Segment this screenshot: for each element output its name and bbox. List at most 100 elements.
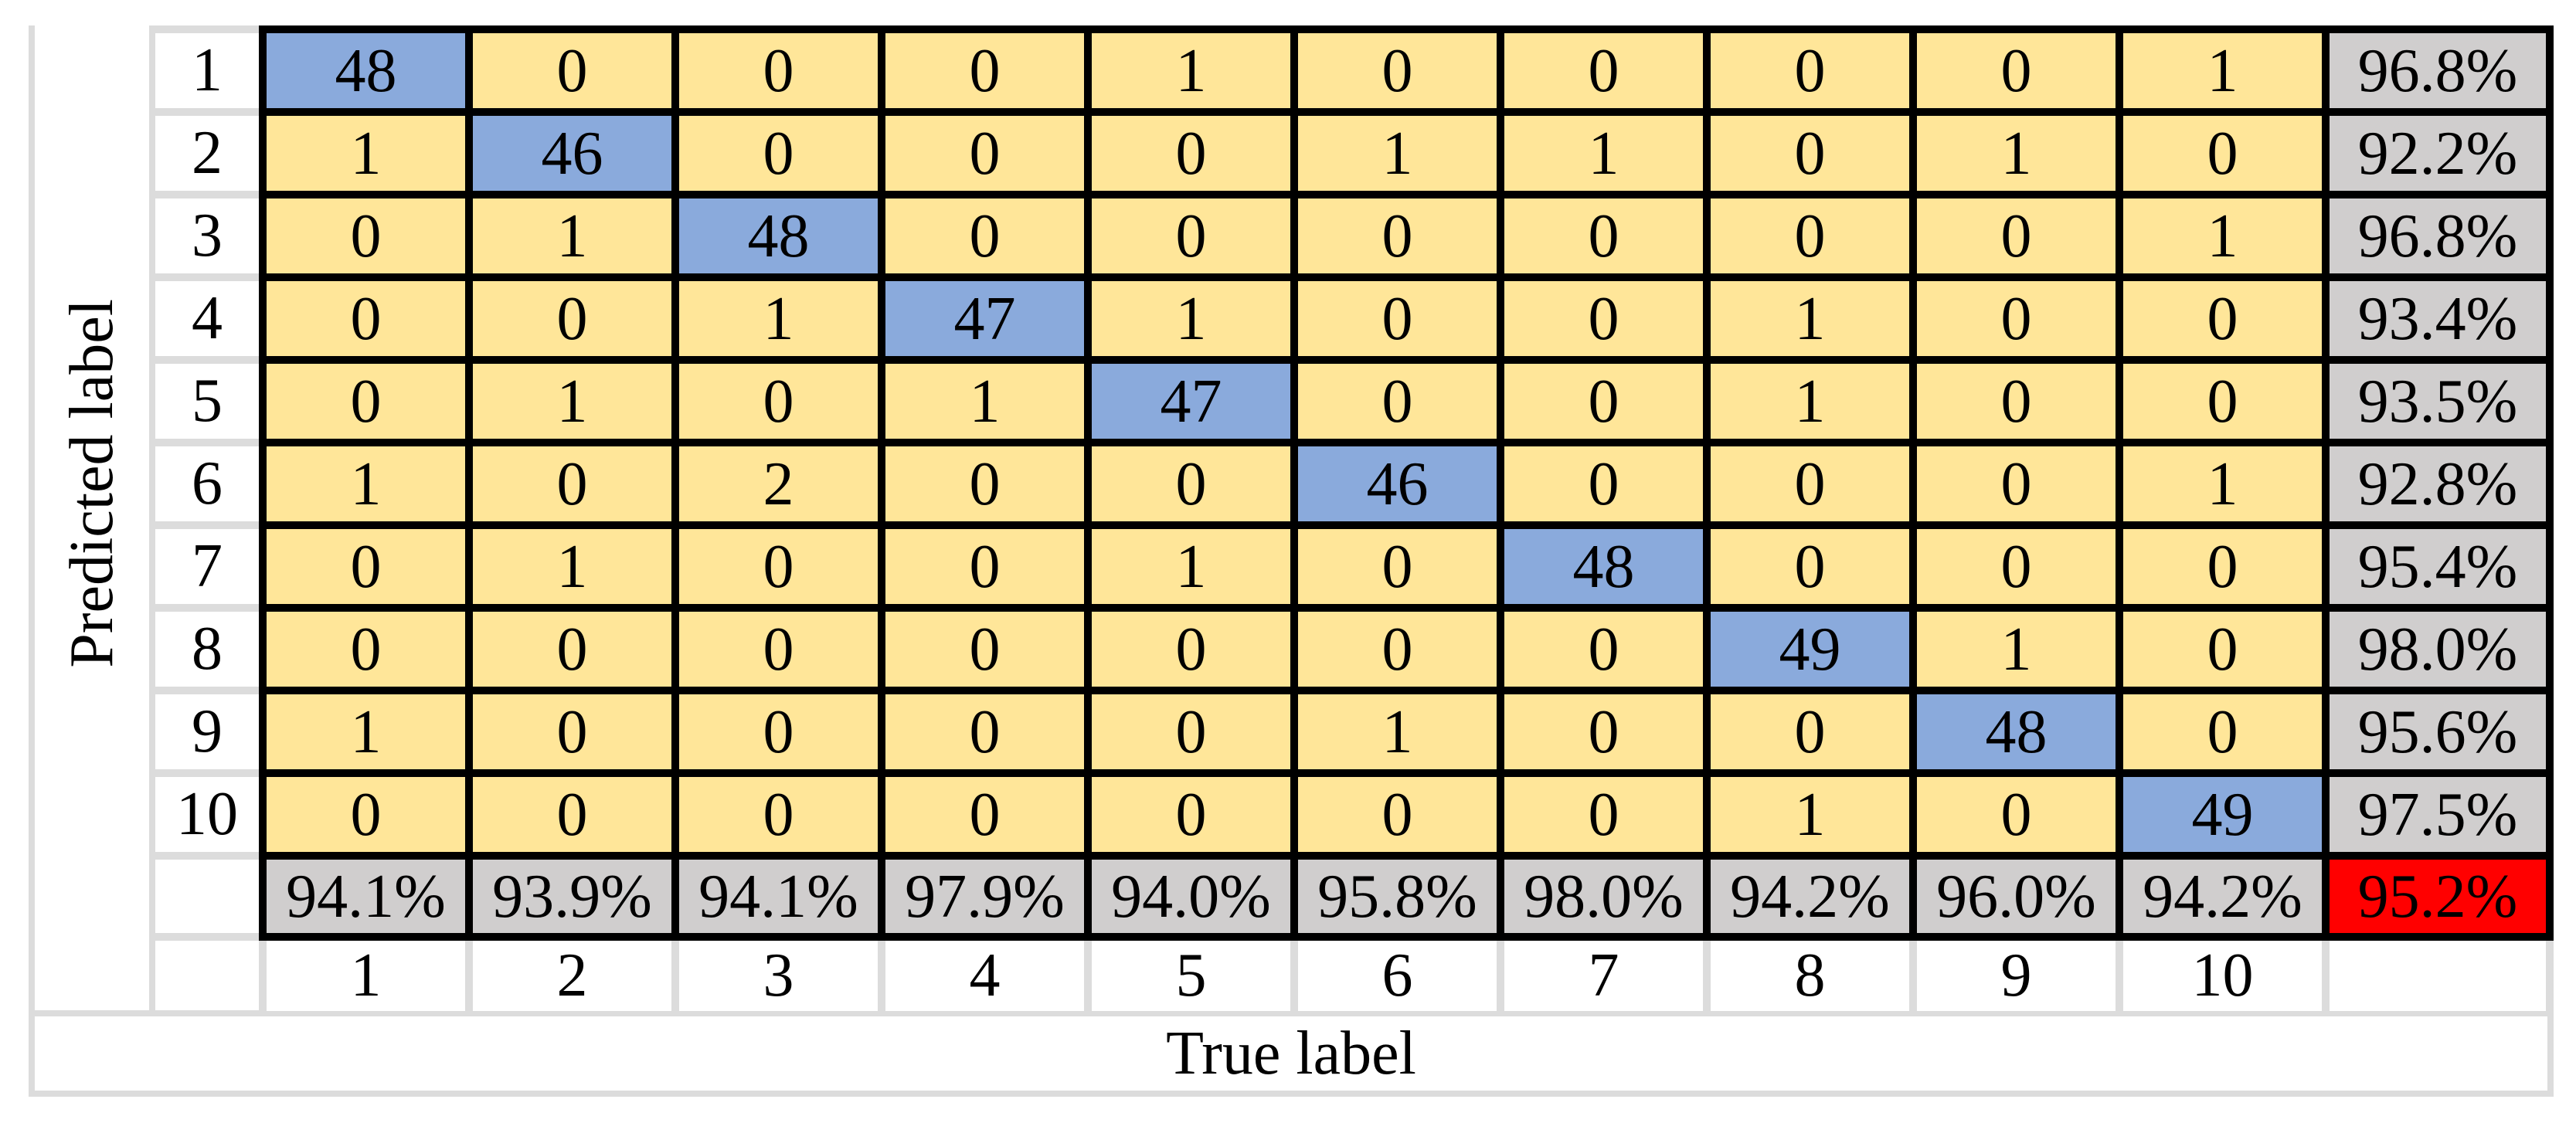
diagonal-cell: 49 (1711, 612, 1909, 687)
matrix-cell: 0 (1711, 694, 1909, 769)
row-recall-cell: 98.0% (2330, 612, 2546, 687)
confusion-matrix-table: 48 0 0 0 1 0 0 0 0 1 96.8% 1 46 0 0 0 1 1 0 1 0 92.2% 0 1 48 0 0 0 0… (259, 25, 2554, 941)
col-precision-cell: 98.0% (1504, 860, 1703, 933)
matrix-cell: 1 (1711, 364, 1909, 439)
col-label: 3 (679, 941, 878, 1011)
matrix-cell: 0 (1917, 33, 2116, 108)
row-label: 5 (155, 364, 259, 439)
matrix-cell: 0 (1711, 529, 1909, 604)
matrix-cell: 0 (1298, 529, 1497, 604)
matrix-cell: 1 (267, 446, 465, 521)
matrix-cell: 0 (1917, 281, 2116, 356)
matrix-cell: 1 (1917, 612, 2116, 687)
row-label: 9 (155, 694, 259, 769)
matrix-cell: 0 (2123, 612, 2322, 687)
col-precision-cell: 93.9% (473, 860, 671, 933)
matrix-cell: 0 (473, 612, 671, 687)
row-recall-cell: 95.6% (2330, 694, 2546, 769)
row-recall-cell: 96.8% (2330, 198, 2546, 273)
sheet-gridline-left (29, 25, 35, 1097)
col-label-empty (2330, 941, 2546, 1011)
matrix-cell: 0 (679, 694, 878, 769)
col-label: 5 (1092, 941, 1290, 1011)
matrix-cell: 0 (1092, 116, 1290, 191)
row-label: 4 (155, 281, 259, 356)
matrix-cell: 0 (1504, 777, 1703, 852)
matrix-cell: 0 (267, 529, 465, 604)
row-recall-cell: 95.4% (2330, 529, 2546, 604)
matrix-cell: 0 (1504, 694, 1703, 769)
matrix-cell: 0 (1711, 33, 1909, 108)
matrix-cell: 1 (1711, 281, 1909, 356)
matrix-cell: 1 (267, 116, 465, 191)
matrix-cell: 0 (267, 281, 465, 356)
matrix-cell: 1 (885, 364, 1084, 439)
matrix-cell: 1 (1711, 777, 1909, 852)
y-axis-title: Predicted label (57, 298, 126, 668)
matrix-cell: 0 (885, 529, 1084, 604)
matrix-cell: 0 (2123, 116, 2322, 191)
matrix-cell: 1 (267, 694, 465, 769)
row-recall-cell: 93.4% (2330, 281, 2546, 356)
matrix-cell: 1 (1092, 33, 1290, 108)
matrix-cell: 1 (2123, 198, 2322, 273)
diagonal-cell: 49 (2123, 777, 2322, 852)
matrix-cell: 0 (885, 612, 1084, 687)
matrix-cell: 1 (1504, 116, 1703, 191)
matrix-cell: 0 (2123, 364, 2322, 439)
row-label: 2 (155, 116, 259, 191)
matrix-cell: 0 (1298, 612, 1497, 687)
col-label: 7 (1504, 941, 1703, 1011)
matrix-cell: 0 (885, 446, 1084, 521)
overall-accuracy-cell: 95.2% (2330, 860, 2546, 933)
diagonal-cell: 46 (473, 116, 671, 191)
matrix-cell: 0 (2123, 694, 2322, 769)
col-label: 1 (267, 941, 465, 1011)
col-precision-cell: 94.0% (1092, 860, 1290, 933)
col-precision-cell: 97.9% (885, 860, 1084, 933)
matrix-cell: 1 (679, 281, 878, 356)
matrix-cell: 0 (1917, 198, 2116, 273)
matrix-cell: 1 (1092, 529, 1290, 604)
matrix-cell: 0 (473, 281, 671, 356)
matrix-cell: 1 (473, 529, 671, 604)
diagonal-cell: 46 (1298, 446, 1497, 521)
matrix-cell: 0 (679, 33, 878, 108)
row-label: 3 (155, 198, 259, 273)
matrix-cell: 0 (267, 777, 465, 852)
matrix-cell: 0 (1092, 198, 1290, 273)
col-precision-cell: 94.1% (679, 860, 878, 933)
diagonal-cell: 47 (1092, 364, 1290, 439)
row-recall-cell: 96.8% (2330, 33, 2546, 108)
col-label: 9 (1917, 941, 2116, 1011)
matrix-cell: 0 (885, 33, 1084, 108)
matrix-cell: 0 (679, 529, 878, 604)
matrix-cell: 0 (679, 364, 878, 439)
row-recall-cell: 97.5% (2330, 777, 2546, 852)
matrix-cell: 0 (1092, 612, 1290, 687)
matrix-cell: 0 (1917, 446, 2116, 521)
matrix-cell: 0 (885, 198, 1084, 273)
matrix-cell: 0 (1917, 777, 2116, 852)
matrix-cell: 0 (1298, 33, 1497, 108)
matrix-cell: 0 (1092, 446, 1290, 521)
matrix-cell: 0 (2123, 281, 2322, 356)
row-label: 7 (155, 529, 259, 604)
col-label: 2 (473, 941, 671, 1011)
diagonal-cell: 47 (885, 281, 1084, 356)
col-precision-cell: 96.0% (1917, 860, 2116, 933)
matrix-cell: 0 (1504, 33, 1703, 108)
row-recall-cell: 93.5% (2330, 364, 2546, 439)
matrix-cell: 0 (473, 777, 671, 852)
row-label: 6 (155, 446, 259, 521)
sheet-gridline-bottom (29, 1091, 2554, 1097)
matrix-cell: 0 (885, 694, 1084, 769)
matrix-cell: 1 (473, 364, 671, 439)
matrix-cell: 1 (1092, 281, 1290, 356)
matrix-cell: 0 (473, 33, 671, 108)
matrix-cell: 0 (1711, 446, 1909, 521)
matrix-cell: 0 (1917, 529, 2116, 604)
diagonal-cell: 48 (679, 198, 878, 273)
y-axis-title-cell: Predicted label (35, 25, 149, 941)
matrix-cell: 1 (2123, 446, 2322, 521)
